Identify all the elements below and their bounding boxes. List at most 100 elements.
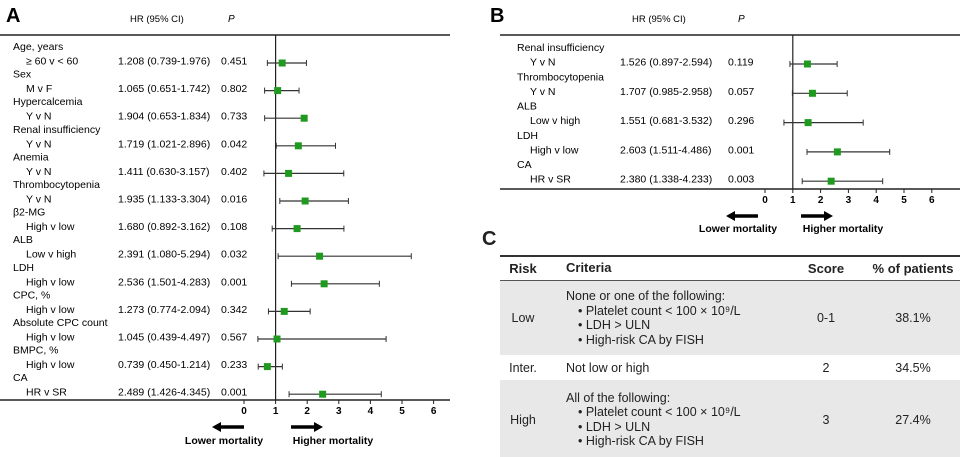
hr-point — [274, 87, 282, 95]
higher-arrow-head-icon — [314, 422, 323, 432]
row-p-value: 0.567 — [221, 332, 247, 344]
row-comparison-label: High v low — [26, 304, 75, 316]
header-risk: Risk — [509, 261, 537, 276]
row-group-label: CA — [13, 372, 28, 384]
row-comparison-label: HR v SR — [530, 174, 571, 186]
row-group-label: Renal insufficiency — [13, 124, 101, 136]
row-group-label: ALB — [517, 101, 537, 113]
row-comparison-label: ≥ 60 v < 60 — [26, 56, 78, 68]
criteria-text: All of the following: — [566, 390, 671, 405]
row-group-label: CPC, % — [13, 289, 50, 301]
higher-mortality-label: Higher mortality — [293, 435, 374, 447]
panel-letter: B — [490, 5, 504, 27]
header-pct: % of patients — [872, 261, 954, 276]
row-comparison-label: High v low — [26, 276, 75, 288]
higher-arrow-head-icon — [824, 211, 833, 221]
row-comparison-label: Y v N — [26, 111, 51, 123]
row-hr-ci: 1.551 (0.681-3.532) — [620, 115, 712, 127]
row-group-label: Hypercalcemia — [13, 96, 83, 108]
row-comparison-label: High v low — [26, 221, 75, 233]
criteria-text: Not low or high — [566, 360, 650, 375]
tick-label: 5 — [901, 195, 907, 206]
tick-label: 6 — [929, 195, 935, 206]
row-hr-ci: 1.935 (1.133-3.304) — [118, 194, 210, 206]
hr-point — [263, 363, 271, 371]
criteria-bullet: • Platelet count < 100 × 10⁹/L — [578, 303, 741, 318]
pct-cell: 27.4% — [895, 412, 931, 427]
row-p-value: 0.733 — [221, 111, 247, 123]
risk-table: Risk Criteria Score % of patients Low No… — [500, 255, 960, 457]
row-hr-ci: 1.065 (0.651-1.742) — [118, 83, 210, 95]
higher-mortality-label: Higher mortality — [803, 223, 884, 235]
hr-point — [300, 114, 308, 122]
row-p-value: 0.233 — [221, 359, 247, 371]
tick-label: 1 — [273, 406, 279, 417]
risk-level: Inter. — [509, 361, 537, 375]
criteria-cell: All of the following: • Platelet count < … — [546, 391, 786, 449]
tick-label: 3 — [846, 195, 852, 206]
hr-point — [280, 307, 288, 315]
row-p-value: 0.802 — [221, 83, 247, 95]
risk-level: High — [510, 412, 536, 427]
row-hr-ci: 2.603 (1.511-4.486) — [620, 144, 711, 156]
table-header: Risk Criteria Score % of patients — [500, 257, 960, 281]
row-hr-ci: 1.904 (0.653-1.834) — [118, 111, 210, 123]
table-row: Inter. Not low or high 2 34.5% — [500, 355, 960, 380]
hr-point — [294, 142, 302, 150]
hr-point — [301, 197, 309, 205]
hr-point — [808, 89, 816, 97]
row-comparison-label: High v low — [26, 332, 75, 344]
lower-arrow-head-icon — [212, 422, 221, 432]
row-comparison-label: High v low — [26, 359, 75, 371]
row-p-value: 0.108 — [221, 221, 247, 233]
hr-point — [285, 169, 293, 177]
score-cell: 0-1 — [816, 311, 836, 325]
row-p-value: 0.001 — [728, 144, 754, 156]
forest-plot-a: A HR (95% CI) P 0 1 2 3 4 5 6 Age, years ≥ 60 v < 6… — [0, 5, 450, 447]
row-group-label: BMPC, % — [13, 345, 59, 357]
tick-label: 5 — [399, 406, 405, 417]
row-comparison-label: Y v N — [26, 138, 51, 150]
criteria-bullet: • LDH > ULN — [578, 318, 651, 332]
tick-label: 2 — [818, 195, 824, 206]
pct-cell: 38.1% — [895, 311, 931, 325]
table-row: High All of the following: • Platelet cou… — [500, 380, 960, 457]
row-p-value: 0.042 — [221, 138, 247, 150]
header-criteria: Criteria — [566, 260, 612, 276]
hr-point — [316, 252, 324, 260]
row-group-label: LDH — [13, 262, 34, 274]
hr-point — [803, 60, 811, 68]
row-group-label: ALB — [13, 234, 33, 246]
tick-label: 6 — [431, 406, 437, 417]
tick-label: 0 — [241, 406, 247, 417]
risk-level: Low — [511, 311, 535, 325]
row-p-value: 0.001 — [221, 387, 247, 399]
row-hr-ci: 1.411 (0.630-3.157) — [118, 166, 209, 178]
row-group-label: Renal insufficiency — [517, 42, 605, 54]
column-header-p: P — [228, 14, 235, 25]
row-group-label: Anemia — [13, 151, 49, 163]
row-comparison-label: Low v high — [26, 249, 76, 261]
criteria-bullet: • High-risk CA by FISH — [578, 332, 704, 347]
row-comparison-label: HR v SR — [26, 387, 67, 399]
tick-label: 4 — [368, 406, 374, 417]
row-comparison-label: M v F — [26, 83, 52, 95]
hr-point — [278, 59, 286, 67]
row-p-value: 0.003 — [728, 174, 754, 186]
criteria-bullet: • LDH > ULN — [578, 419, 651, 434]
row-hr-ci: 1.045 (0.439-4.497) — [118, 332, 210, 344]
lower-mortality-label: Lower mortality — [185, 435, 263, 447]
row-group-label: Absolute CPC count — [13, 317, 108, 329]
score-cell: 2 — [822, 361, 830, 375]
hr-point — [293, 225, 301, 233]
row-hr-ci: 2.391 (1.080-5.294) — [118, 249, 210, 261]
row-hr-ci: 1.526 (0.897-2.594) — [620, 57, 712, 69]
column-header-hr: HR (95% CI) — [130, 14, 184, 25]
row-p-value: 0.342 — [221, 304, 247, 316]
forest-plot-b: B HR (95% CI) P 0 1 2 3 4 5 6 Renal insufficiency Y… — [490, 5, 960, 235]
score-cell: 3 — [822, 412, 830, 427]
tick-label: 1 — [790, 195, 796, 206]
hr-point — [320, 280, 328, 288]
row-p-value: 0.032 — [221, 249, 247, 261]
